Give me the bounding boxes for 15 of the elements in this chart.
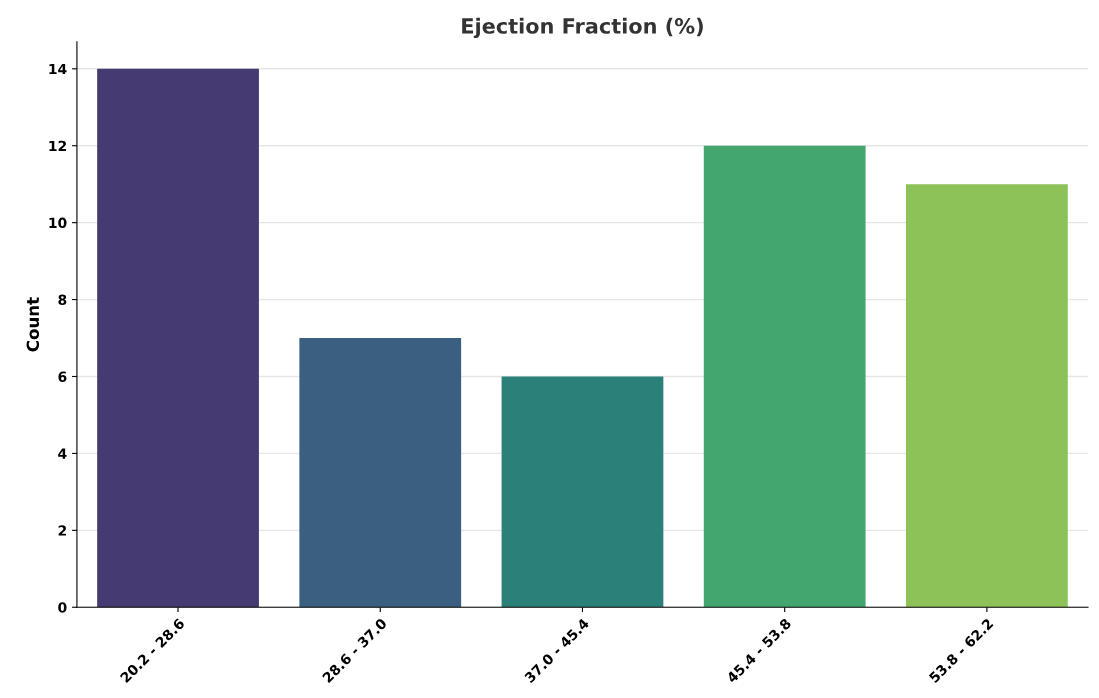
- y-tick-label: 2: [58, 525, 66, 536]
- bar: [97, 68, 259, 608]
- bar: [906, 184, 1068, 608]
- y-tick-label: 4: [58, 448, 67, 459]
- chart-title: Ejection Fraction (%): [462, 17, 703, 39]
- bar: [501, 376, 664, 608]
- y-tick-label: 6: [58, 371, 67, 382]
- bar: [703, 145, 866, 608]
- y-tick-label: 0: [58, 602, 67, 613]
- y-tick-label: 12: [49, 140, 66, 151]
- y-axis-title: Count: [26, 297, 40, 352]
- y-tick-label: 10: [49, 217, 67, 229]
- y-tick-label: 14: [49, 63, 67, 75]
- bar: [299, 338, 462, 608]
- y-tick-label: 8: [58, 294, 67, 306]
